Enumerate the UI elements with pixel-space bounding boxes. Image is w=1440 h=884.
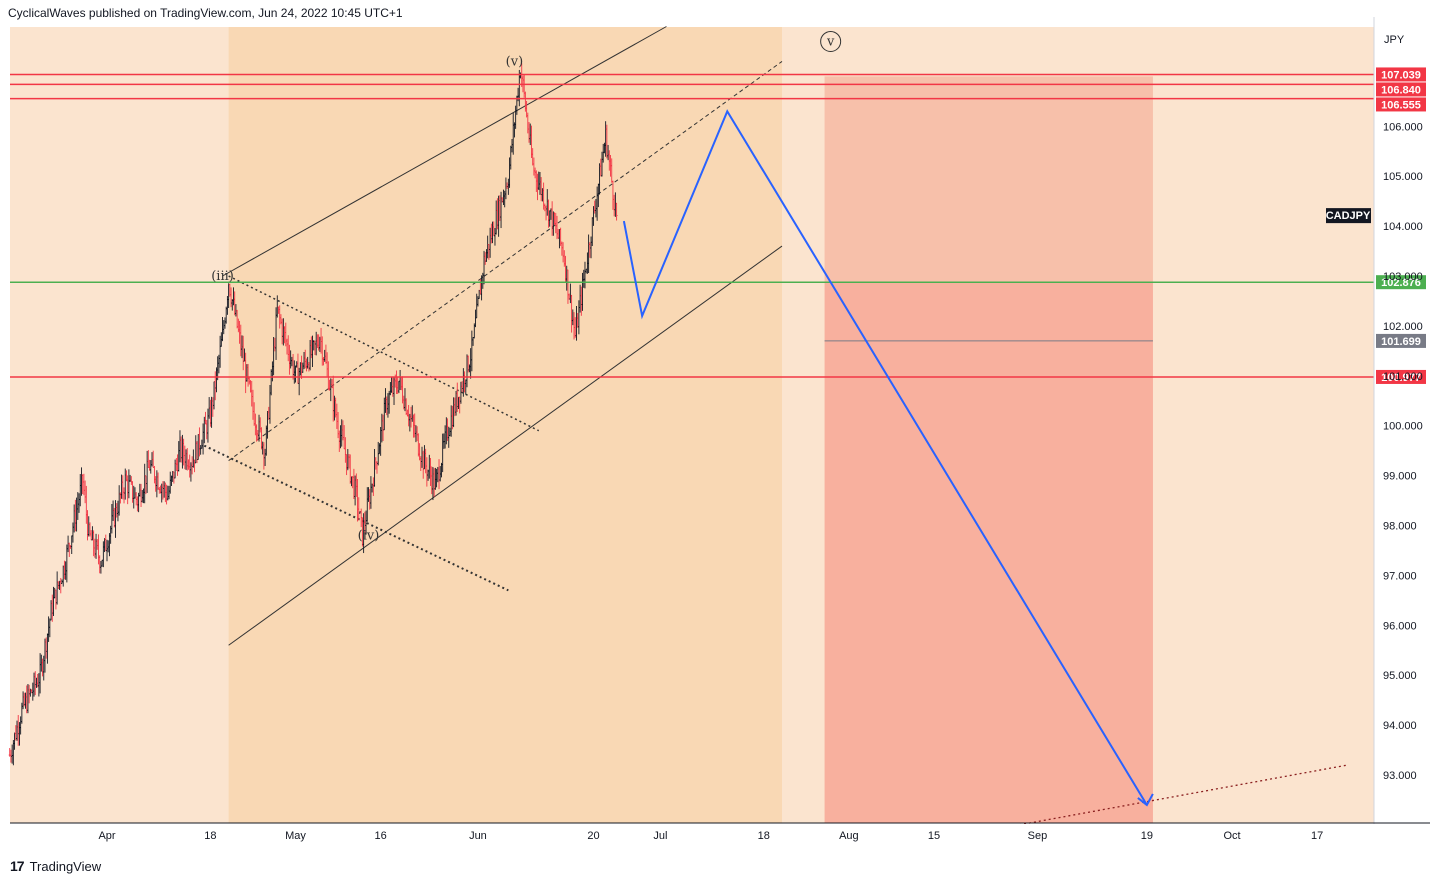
x-tick-label: 17 <box>1311 830 1323 842</box>
y-tick-label: 98.000 <box>1383 521 1417 533</box>
symbol-tag-label: CADJPY <box>1326 210 1371 222</box>
y-tick-label: 101.000 <box>1383 371 1423 383</box>
base-trend-line <box>1019 764 1348 826</box>
projection-path <box>622 109 1148 806</box>
price-tag-label: 102.876 <box>1381 277 1421 289</box>
wedge-lower-line <box>203 444 509 592</box>
y-tick-label: 97.000 <box>1383 570 1417 582</box>
zones-layer <box>228 27 1153 823</box>
price-tag <box>1376 97 1426 112</box>
symbol-tag <box>1326 208 1371 224</box>
channel-layer <box>203 26 1348 826</box>
y-tick-label: 93.000 <box>1383 770 1417 782</box>
y-tick-label: 104.000 <box>1383 221 1423 233</box>
wave-label: (iv) <box>358 528 380 543</box>
y-tick-label: 96.000 <box>1383 620 1417 632</box>
channel-upper-line <box>222 26 667 277</box>
projection-layer <box>622 109 1154 807</box>
x-tick-label: Jul <box>653 830 667 842</box>
y-tick-label: 99.000 <box>1383 471 1417 483</box>
price-tag <box>1376 275 1426 290</box>
price-tag-label: 106.555 <box>1381 99 1421 111</box>
x-tick-label: Aug <box>839 830 859 842</box>
y-tick-label: 102.000 <box>1383 321 1423 333</box>
x-tick-label: Oct <box>1223 830 1240 842</box>
projection-arrowhead <box>1137 793 1154 807</box>
candles-layer <box>8 63 618 766</box>
wave-labels-layer: (iii) (iv) (v) v <box>211 30 842 543</box>
x-tick-label: 15 <box>928 830 940 842</box>
target-zone <box>824 282 1153 823</box>
levels-layer: 107.039 106.840 106.555 102.876 101.699 100.9… <box>10 67 1426 384</box>
price-tag <box>1376 67 1426 82</box>
wave-label: (v) <box>506 54 524 69</box>
y-tick-label: 106.000 <box>1383 121 1423 133</box>
axes-layer: JPY 93.000 94.000 95.000 96.000 97.000 98.000 9… <box>10 17 1430 849</box>
price-tag-label: 106.840 <box>1381 84 1421 96</box>
publish-header: CyclicalWaves published on TradingView.c… <box>8 6 403 20</box>
price-tag <box>1376 82 1426 97</box>
y-tick-label: 95.000 <box>1383 670 1417 682</box>
price-tag <box>1376 369 1426 384</box>
wave-label: v <box>826 34 835 49</box>
channel-lower-line <box>228 245 783 646</box>
y-tick-label: 94.000 <box>1383 720 1417 732</box>
currency-label: JPY <box>1384 34 1405 46</box>
price-tag-label: 100.977 <box>1381 372 1421 384</box>
time-axis-bg <box>10 824 1430 849</box>
y-tick-label: 100.000 <box>1383 421 1423 433</box>
x-tick-label: May <box>285 830 306 842</box>
x-tick-label: Jun <box>469 830 487 842</box>
price-tag-label: 107.039 <box>1381 69 1421 81</box>
channel-mid-line <box>228 61 783 462</box>
y-tick-label: 103.000 <box>1383 271 1423 283</box>
candle <box>615 202 618 221</box>
x-tick-label: 19 <box>1141 830 1153 842</box>
tradingview-brand: TradingView <box>29 858 102 874</box>
wave-circle <box>820 30 842 52</box>
target-zone-upper <box>824 76 1153 283</box>
channel-highlight <box>228 27 782 823</box>
x-tick-label: 20 <box>587 830 599 842</box>
x-tick-label: Sep <box>1028 830 1048 842</box>
x-tick-label: 18 <box>204 830 216 842</box>
x-tick-label: 16 <box>375 830 387 842</box>
price-tag <box>1376 333 1426 348</box>
x-tick-label: 18 <box>758 830 770 842</box>
y-tick-label: 105.000 <box>1383 171 1423 183</box>
wave-label: (iii) <box>211 269 234 284</box>
footer-brand: 17 TradingView <box>10 858 101 874</box>
price-tag-label: 101.699 <box>1381 336 1421 348</box>
tradingview-logo-icon: 17 <box>10 858 25 874</box>
x-tick-label: Apr <box>98 830 115 842</box>
